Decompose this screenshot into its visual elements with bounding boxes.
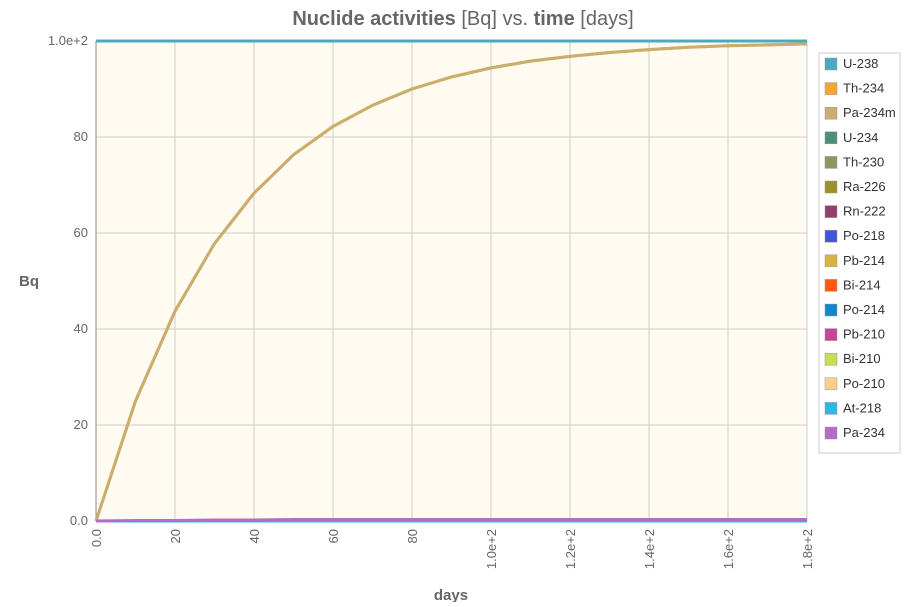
title-part: [Bq]: [461, 8, 497, 30]
plot-area: [96, 41, 807, 521]
legend-swatch: [824, 254, 838, 268]
legend-swatch: [824, 426, 838, 440]
legend-label: Bi-214: [843, 277, 881, 292]
x-tick-label: 0.0: [89, 529, 104, 547]
legend-swatch: [824, 106, 838, 120]
series-line: [95, 518, 807, 523]
legend-label: Pa-234m: [843, 105, 896, 120]
x-tick-label: 1.8e+2: [800, 529, 815, 569]
x-tick-label: 60: [326, 529, 341, 543]
legend-swatch: [824, 279, 838, 292]
legend-label: Po-218: [843, 228, 885, 243]
x-tick-label: 20: [168, 529, 183, 543]
x-tick-label: 80: [405, 529, 420, 543]
title-part: [days]: [580, 8, 633, 30]
y-tick-label: 60: [74, 225, 88, 240]
x-tick-label: 1.2e+2: [563, 529, 578, 569]
legend-label: Pa-234: [843, 425, 885, 440]
y-axis-label: Bq: [19, 273, 39, 290]
title-part: Nuclide activities: [292, 8, 455, 30]
y-tick-label: 1.0e+2: [48, 33, 88, 48]
x-tick-label: 1.6e+2: [721, 529, 736, 569]
legend-swatch: [824, 82, 838, 95]
legend-label: Ra-226: [843, 179, 886, 194]
x-tick-label: 1.0e+2: [484, 529, 499, 569]
legend-label: Po-214: [843, 302, 885, 317]
legend-swatch: [824, 205, 838, 218]
legend-swatch: [824, 131, 838, 145]
legend-swatch: [824, 377, 838, 391]
legend-label: Rn-222: [843, 204, 886, 219]
title-part: time: [534, 8, 575, 30]
title-part: vs.: [502, 8, 528, 30]
legend-label: U-234: [843, 130, 878, 145]
legend-swatch: [824, 156, 838, 169]
legend-swatch: [824, 352, 838, 366]
y-tick-label: 80: [74, 129, 88, 144]
legend-label: Po-210: [843, 376, 885, 391]
series-line: [94, 42, 808, 522]
y-tick-label: 20: [74, 417, 88, 432]
legend-label: Pb-214: [843, 253, 885, 268]
legend-swatch: [824, 328, 838, 341]
legend-swatch: [824, 57, 838, 71]
legend-swatch: [824, 303, 838, 317]
legend-swatch: [824, 402, 838, 415]
legend-label: U-238: [843, 56, 878, 71]
x-tick-label: 1.4e+2: [642, 529, 657, 569]
legend-label: Th-234: [843, 81, 884, 96]
y-tick-label: 40: [74, 321, 88, 336]
x-tick-label: 40: [247, 529, 262, 543]
chart-title: Nuclide activities [Bq] vs. time [days]: [292, 8, 633, 30]
legend-label: Th-230: [843, 154, 884, 169]
legend-label: Bi-210: [843, 351, 881, 366]
legend-label: Pb-210: [843, 327, 885, 342]
legend-label: At-218: [843, 400, 881, 415]
legend-swatch: [824, 180, 838, 194]
y-tick-label: 0.0: [70, 513, 88, 528]
x-axis-label: days: [434, 587, 468, 602]
legend-swatch: [824, 229, 838, 243]
